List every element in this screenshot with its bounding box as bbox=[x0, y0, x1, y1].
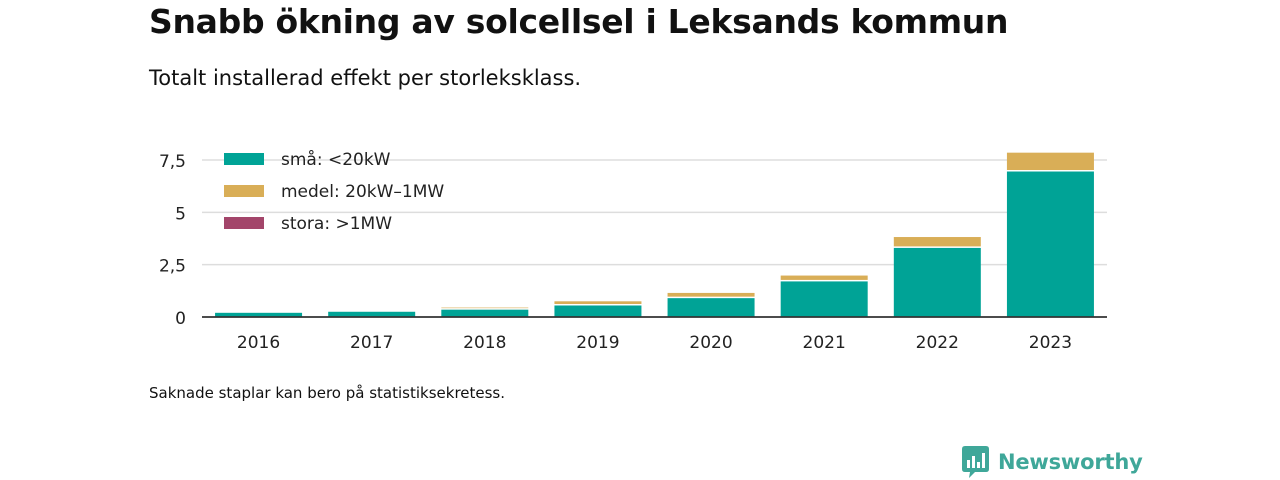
bar-segment bbox=[667, 298, 755, 317]
axes: 0 2,5 5 7,5 2016 2017 2018 2019 2020 2021 2022 2023 bbox=[159, 152, 1107, 353]
x-tick-label: 2019 bbox=[576, 333, 619, 353]
bar-segment bbox=[780, 281, 868, 317]
x-tick-label: 2021 bbox=[803, 333, 846, 353]
bar-segment bbox=[554, 305, 642, 317]
bars bbox=[215, 152, 1094, 317]
bar-segment bbox=[667, 292, 755, 297]
bar-segment bbox=[1006, 171, 1094, 317]
x-tick-label: 2016 bbox=[237, 333, 280, 353]
chart-subtitle: Totalt installerad effekt per storlekskl… bbox=[149, 66, 582, 90]
x-tick-label: 2020 bbox=[689, 333, 732, 353]
bar-segment bbox=[328, 311, 416, 317]
bar-segment bbox=[215, 312, 303, 317]
bar-segment bbox=[554, 301, 642, 304]
bar-segment bbox=[1006, 152, 1094, 171]
x-tick-label: 2018 bbox=[463, 333, 506, 353]
y-tick-label: 7,5 bbox=[159, 152, 186, 172]
legend-swatch bbox=[224, 185, 264, 197]
bar-segment bbox=[441, 309, 529, 317]
x-tick-label: 2023 bbox=[1029, 333, 1072, 353]
y-tick-label: 0 bbox=[175, 309, 186, 329]
y-tick-label: 2,5 bbox=[159, 257, 186, 277]
bar-segment bbox=[893, 237, 981, 247]
legend-label: stora: >1MW bbox=[281, 214, 392, 234]
legend-swatch bbox=[224, 153, 264, 165]
chart-title: Snabb ökning av solcellsel i Leksands ko… bbox=[149, 2, 1009, 41]
bar-segment bbox=[893, 247, 981, 317]
brand-name: Newsworthy bbox=[998, 450, 1143, 474]
legend-label: små: <20kW bbox=[281, 149, 391, 170]
x-tick-label: 2022 bbox=[916, 333, 959, 353]
bar-segment bbox=[441, 307, 529, 309]
y-tick-label: 5 bbox=[175, 204, 186, 224]
newsworthy-bar-chart-icon bbox=[962, 446, 989, 478]
footnote: Saknade staplar kan bero på statistiksek… bbox=[149, 384, 506, 402]
x-tick-label: 2017 bbox=[350, 333, 393, 353]
legend-swatch bbox=[224, 217, 264, 229]
newsworthy-logo[interactable]: Newsworthy bbox=[962, 446, 1143, 478]
legend: små: <20kW medel: 20kW–1MW stora: >1MW bbox=[224, 149, 444, 234]
bar-segment bbox=[780, 275, 868, 280]
legend-label: medel: 20kW–1MW bbox=[281, 182, 444, 202]
